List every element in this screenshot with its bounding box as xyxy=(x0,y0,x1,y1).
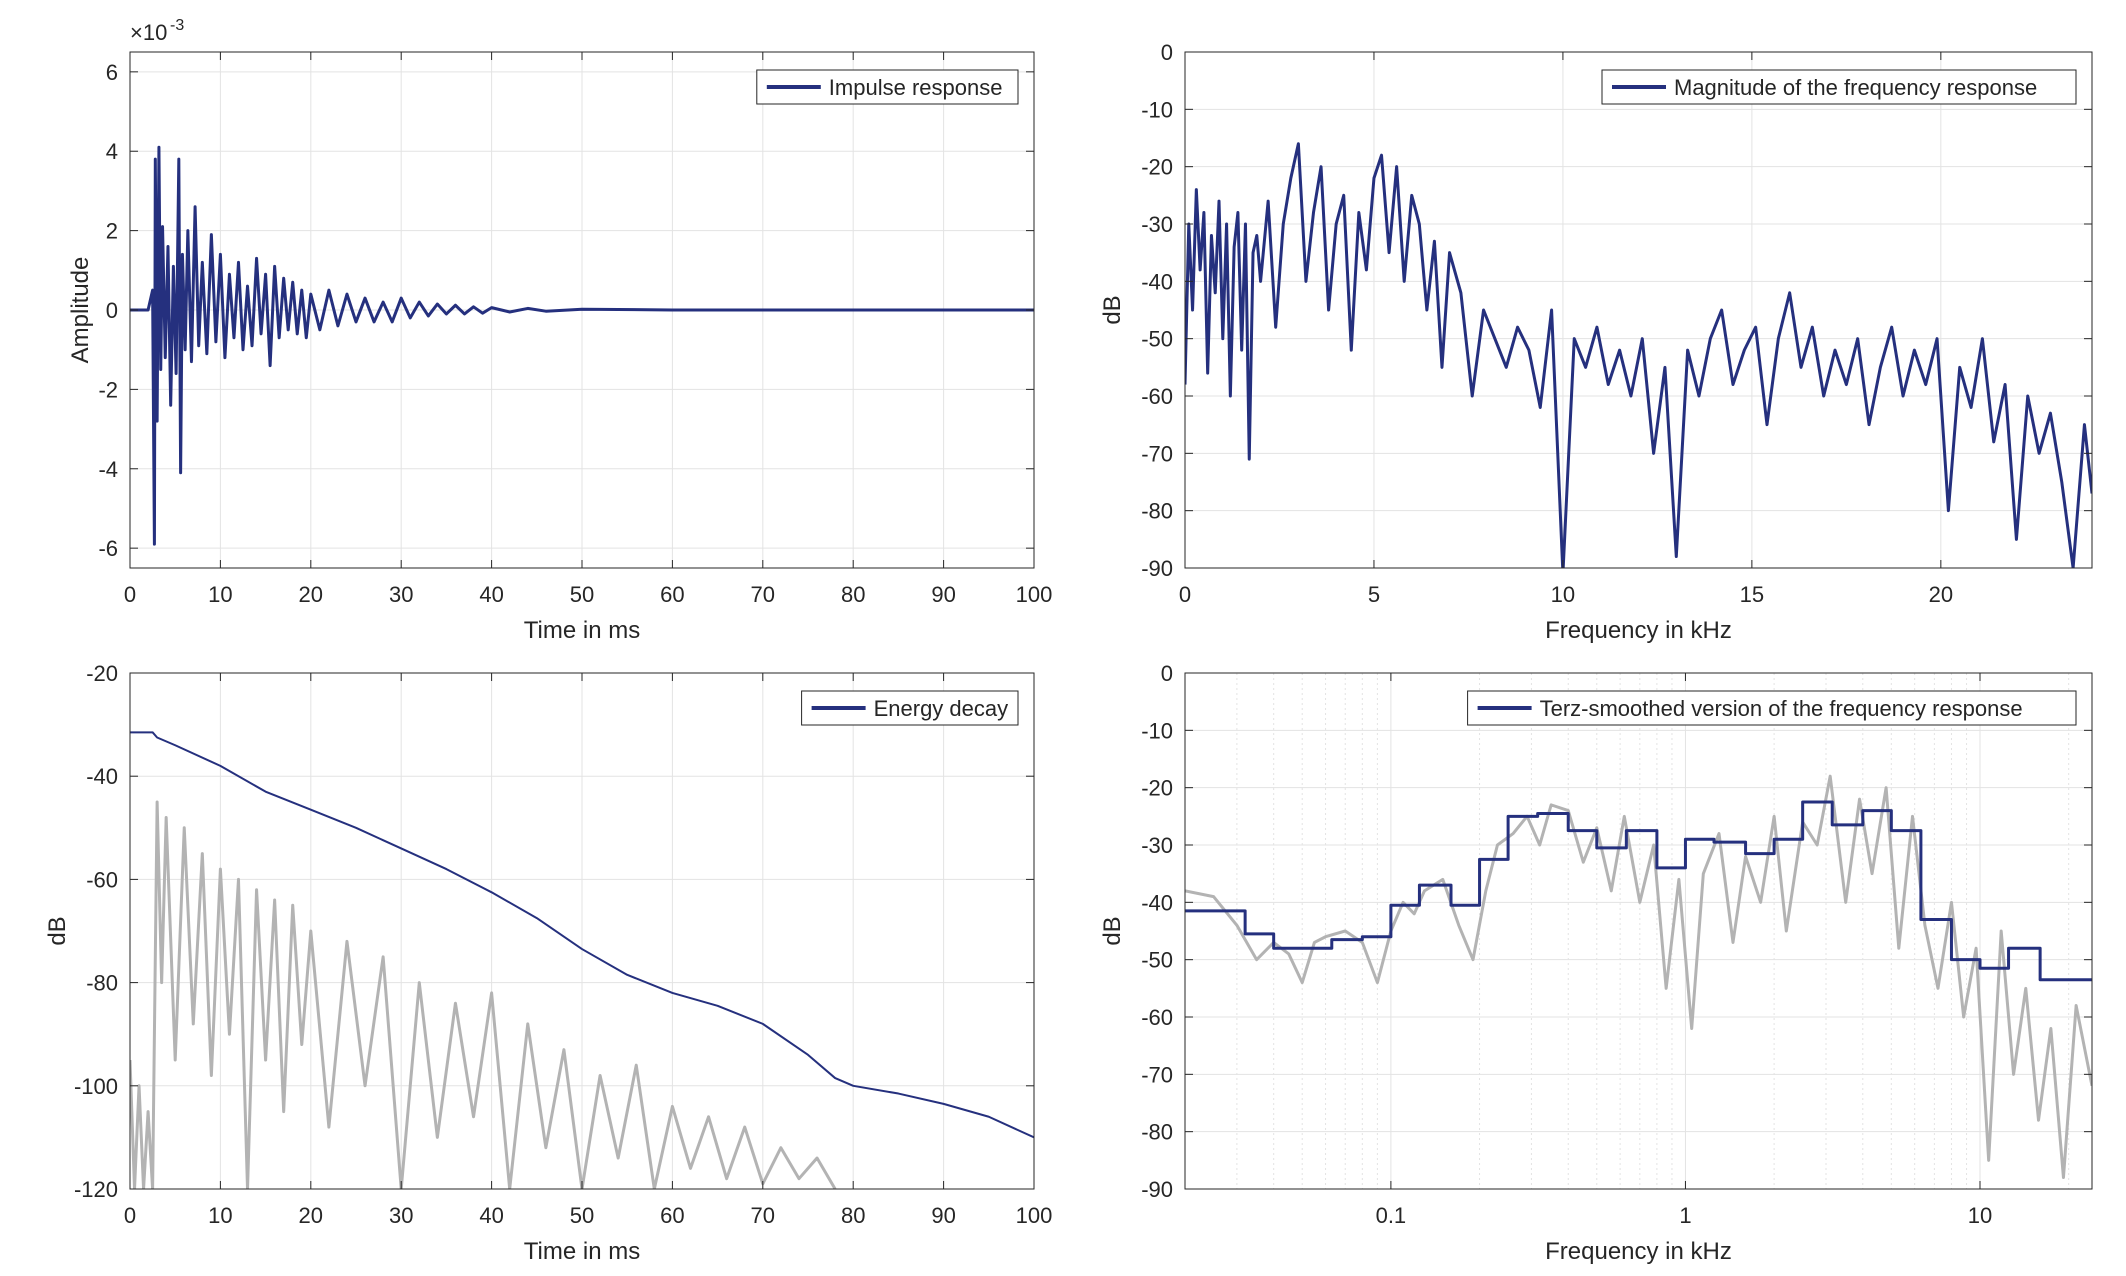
terz-raw-line xyxy=(1185,774,2092,1180)
terz-legend-label: Terz-smoothed version of the frequency r… xyxy=(1540,696,2023,721)
magnitude-ytick-label: -30 xyxy=(1141,212,1173,237)
energy-xtick-label: 10 xyxy=(208,1203,232,1228)
energy-ytick-label: -100 xyxy=(74,1074,118,1099)
impulse-xtick-label: 20 xyxy=(299,582,323,607)
terz-xlabel: Frequency in kHz xyxy=(1545,1238,1732,1265)
magnitude-legend-box xyxy=(1601,69,2077,105)
magnitude-ytick-label: -50 xyxy=(1141,327,1173,352)
terz-axes-box xyxy=(1184,672,2093,1190)
energy-xtick-label: 80 xyxy=(841,1203,865,1228)
magnitude-ytick-label: 0 xyxy=(1161,40,1173,65)
impulse-xtick-label: 90 xyxy=(931,582,955,607)
terz-xtick-label: 1 xyxy=(1679,1203,1691,1228)
impulse-ytick-label: 2 xyxy=(106,219,118,244)
magnitude-ytick-label: -70 xyxy=(1141,441,1173,466)
impulse-series-line xyxy=(130,145,1034,546)
impulse-xtick-label: 40 xyxy=(479,582,503,607)
magnitude-ytick-label: -40 xyxy=(1141,269,1173,294)
magnitude-xtick-label: 5 xyxy=(1368,582,1380,607)
terz-chart: 0.1 1 10 0 -10 -20 -30 -40 -50 -60 -70 -80 -90 Freque… xyxy=(1099,661,2093,1265)
terz-ytick-label: -80 xyxy=(1141,1120,1173,1145)
terz-series-line xyxy=(1185,800,2092,982)
terz-grid xyxy=(1185,672,2092,1190)
energy-xtick-label: 90 xyxy=(931,1203,955,1228)
energy-ytick-label: -40 xyxy=(86,764,118,789)
impulse-exponent-base: ×10 xyxy=(130,20,167,45)
energy-ylabel: dB xyxy=(44,916,71,945)
terz-ytick-label: -20 xyxy=(1141,776,1173,801)
magnitude-xtick-label: 0 xyxy=(1179,582,1191,607)
magnitude-xtick-label: 20 xyxy=(1929,582,1953,607)
terz-xtick-label: 0.1 xyxy=(1376,1203,1407,1228)
energy-ytick-label: -120 xyxy=(74,1177,118,1202)
magnitude-ytick-label: -80 xyxy=(1141,499,1173,524)
terz-ytick-label: -30 xyxy=(1141,833,1173,858)
energy-xtick-label: 0 xyxy=(124,1203,136,1228)
magnitude-chart: 0 5 10 15 20 0 -10 -20 -30 -40 -50 -60 -70 -80 -90 Freq… xyxy=(1099,40,2093,644)
terz-plot-area xyxy=(1185,673,2092,1189)
terz-ytick-label: -90 xyxy=(1141,1177,1173,1202)
impulse-ytick-label: -4 xyxy=(98,457,118,482)
impulse-chart: 0 10 20 30 40 50 60 70 80 90 100 -6 -4 -2 0 2 4 6 Time in … xyxy=(67,17,1052,644)
impulse-xtick-label: 60 xyxy=(660,582,684,607)
impulse-ytick-label: 0 xyxy=(106,298,118,323)
impulse-ylabel: Amplitude xyxy=(67,257,94,364)
magnitude-plot-area xyxy=(1185,52,2092,568)
magnitude-xlabel: Frequency in kHz xyxy=(1545,617,1732,644)
terz-legend: Terz-smoothed version of the frequency r… xyxy=(1467,690,2077,726)
magnitude-ytick-label: -60 xyxy=(1141,384,1173,409)
impulse-legend: Impulse response xyxy=(756,69,1019,105)
terz-ytick-label: -70 xyxy=(1141,1062,1173,1087)
terz-ytick-label: 0 xyxy=(1161,661,1173,686)
energy-xtick-label: 100 xyxy=(1016,1203,1053,1228)
impulse-xtick-label: 80 xyxy=(841,582,865,607)
impulse-legend-label: Impulse response xyxy=(829,75,1003,100)
terz-xtick-label: 10 xyxy=(1968,1203,1992,1228)
terz-ytick-label: -60 xyxy=(1141,1005,1173,1030)
impulse-ytick-label: 6 xyxy=(106,60,118,85)
energy-chart: 0 10 20 30 40 50 60 70 80 90 100 -20 -40 -60 -80 -100 -1… xyxy=(44,661,1052,1265)
energy-xtick-label: 50 xyxy=(570,1203,594,1228)
energy-series-line xyxy=(130,731,1034,1139)
energy-xtick-label: 20 xyxy=(299,1203,323,1228)
magnitude-ytick-label: -20 xyxy=(1141,155,1173,180)
energy-legend: Energy decay xyxy=(801,690,1019,726)
energy-ytick-label: -80 xyxy=(86,971,118,996)
terz-legend-box xyxy=(1467,690,2077,726)
energy-xtick-label: 60 xyxy=(660,1203,684,1228)
magnitude-ytick-label: -10 xyxy=(1141,97,1173,122)
energy-xtick-label: 40 xyxy=(479,1203,503,1228)
terz-ylabel: dB xyxy=(1099,916,1126,945)
impulse-xtick-label: 10 xyxy=(208,582,232,607)
terz-ytick-label: -40 xyxy=(1141,890,1173,915)
energy-legend-label: Energy decay xyxy=(874,696,1009,721)
impulse-ytick-label: 4 xyxy=(106,139,118,164)
magnitude-ytick-label: -90 xyxy=(1141,556,1173,581)
impulse-xtick-label: 30 xyxy=(389,582,413,607)
impulse-exponent-power: -3 xyxy=(170,17,184,34)
energy-ytick-label: -20 xyxy=(86,661,118,686)
terz-ytick-label: -10 xyxy=(1141,718,1173,743)
impulse-xtick-label: 100 xyxy=(1016,582,1053,607)
magnitude-xtick-label: 15 xyxy=(1740,582,1764,607)
energy-xlabel: Time in ms xyxy=(524,1238,640,1265)
magnitude-ylabel: dB xyxy=(1099,295,1126,324)
impulse-xlabel: Time in ms xyxy=(524,617,640,644)
impulse-ytick-label: -6 xyxy=(98,536,118,561)
energy-xtick-label: 70 xyxy=(751,1203,775,1228)
energy-ytick-label: -60 xyxy=(86,867,118,892)
magnitude-axes-box xyxy=(1184,51,2093,569)
impulse-ytick-label: -2 xyxy=(98,377,118,402)
energy-xtick-label: 30 xyxy=(389,1203,413,1228)
magnitude-xtick-label: 10 xyxy=(1551,582,1575,607)
magnitude-legend: Magnitude of the frequency response xyxy=(1601,69,2077,105)
energy-raw-line xyxy=(130,800,837,1189)
impulse-xtick-label: 0 xyxy=(124,582,136,607)
impulse-xtick-label: 50 xyxy=(570,582,594,607)
magnitude-series-line xyxy=(1185,142,2092,568)
magnitude-legend-label: Magnitude of the frequency response xyxy=(1674,75,2037,100)
terz-ytick-label: -50 xyxy=(1141,948,1173,973)
impulse-xtick-label: 70 xyxy=(751,582,775,607)
